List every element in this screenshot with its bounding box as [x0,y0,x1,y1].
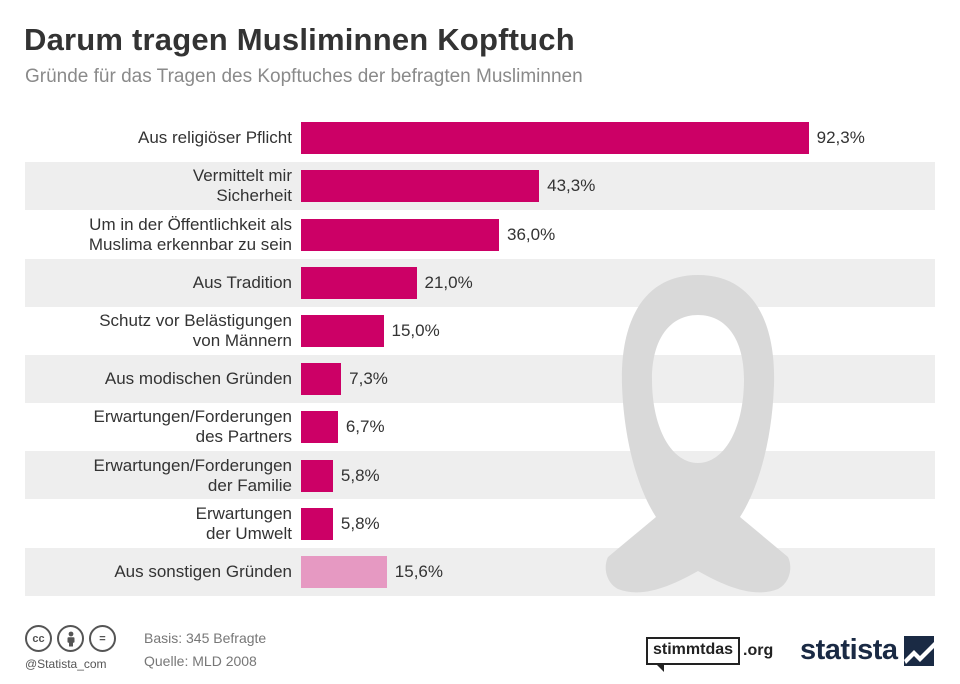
value-label: 6,7% [345,417,385,437]
row-background [25,258,935,307]
statista-logo[interactable]: statista [800,634,934,667]
value-label: 5,8% [340,513,380,533]
footer: cc = @Statista_com Basis: 345 Befragte Q… [0,615,960,684]
category-label-line: Sicherheit [216,186,292,206]
category-label: Aus sonstigen Gründen [114,562,292,582]
category-label-line: der Umwelt [206,523,292,543]
category-label: Um in der Öffentlichkeit als Muslima erke… [89,215,292,255]
category-label: Erwartungen/Forderungen des Partners [94,407,292,447]
hijab-woman-icon [605,275,791,593]
category-label-line: Aus religiöser Pflicht [137,128,292,148]
category-label-line: Um in der Öffentlichkeit als [89,214,292,234]
category-label: Aus modischen Gründen [105,369,292,389]
bar[interactable] [301,314,384,347]
category-label-line: Aus modischen Gründen [104,369,292,389]
creative-commons-icon[interactable]: cc [25,625,52,652]
bar-chart: Aus religiöser Pflicht 92,3% Vermittelt mi… [0,114,960,596]
category-label-line: der Familie [207,475,292,495]
category-label: Aus Tradition [193,273,292,293]
chart-title: Darum tragen Musliminnen Kopftuch [24,22,575,57]
statista-handle[interactable]: @Statista_com [25,657,107,671]
bar[interactable] [301,363,342,396]
row-background [25,355,935,403]
bar[interactable] [301,459,333,492]
no-derivatives-icon[interactable]: = [89,625,116,652]
statista-logo-icon [903,635,934,666]
category-label-line: Vermittelt mir [192,166,292,186]
category-label-line: Schutz vor Belästigungen [99,310,292,330]
bar[interactable] [301,122,809,155]
value-label: 21,0% [424,272,473,292]
value-label: 92,3% [816,128,865,148]
bar[interactable] [301,507,333,540]
value-label: 43,3% [547,176,596,196]
bar[interactable] [301,411,338,444]
category-label-line: Erwartungen/Forderungen [93,455,292,475]
stimmtdas-logo[interactable]: stimmtdas .org [646,637,774,672]
source-notes: Basis: 345 Befragte Quelle: MLD 2008 [144,627,266,673]
value-label: 7,3% [349,369,388,389]
category-label: Erwartungen/Forderungen der Familie [94,456,292,496]
person-icon [67,631,74,646]
bar[interactable] [301,555,387,588]
license-icons: cc = [25,625,116,652]
category-label-line: von Männern [192,330,292,350]
category-label-line: Muslima erkennbar zu sein [88,234,292,254]
value-label: 15,0% [391,320,440,340]
stimmtdas-box: stimmtdas [646,637,741,672]
category-label-line: Erwartungen/Forderungen [93,407,292,427]
row-background [25,451,935,500]
attribution-icon[interactable] [57,625,84,652]
bar[interactable] [301,218,499,251]
value-label: 36,0% [507,224,556,244]
category-label-line: des Partners [195,427,292,447]
bar[interactable] [301,266,417,299]
category-label: Schutz vor Belästigungen von Männern [99,311,292,351]
chart-subtitle: Gründe für das Tragen des Kopftuches der… [25,66,583,87]
category-label: Aus religiöser Pflicht [138,128,292,148]
category-label-line: Aus Tradition [192,272,292,292]
category-label: Vermittelt mir Sicherheit [193,166,292,206]
statista-wordmark: statista [800,634,898,666]
value-label: 15,6% [394,561,443,581]
bar[interactable] [301,170,540,203]
category-label-line: Aus sonstigen Gründen [114,561,292,581]
stimmtdas-suffix: .org [743,642,774,659]
value-label: 5,8% [340,465,380,485]
basis-text: Basis: 345 Befragte [144,630,267,646]
category-label-line: Erwartungen [195,503,292,523]
category-label: Erwartungen der Umwelt [196,504,292,544]
source-text: Quelle: MLD 2008 [144,653,257,669]
